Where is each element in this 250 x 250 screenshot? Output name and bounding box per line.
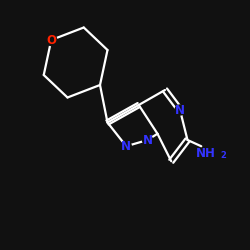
Circle shape [121,141,131,151]
Text: N: N [175,104,185,117]
Text: O: O [46,34,56,46]
Text: NH: NH [196,147,216,160]
Circle shape [46,34,57,46]
Circle shape [142,135,152,145]
Circle shape [175,105,185,115]
Text: N: N [121,140,131,153]
Text: 2: 2 [220,151,226,160]
Text: N: N [142,134,152,146]
